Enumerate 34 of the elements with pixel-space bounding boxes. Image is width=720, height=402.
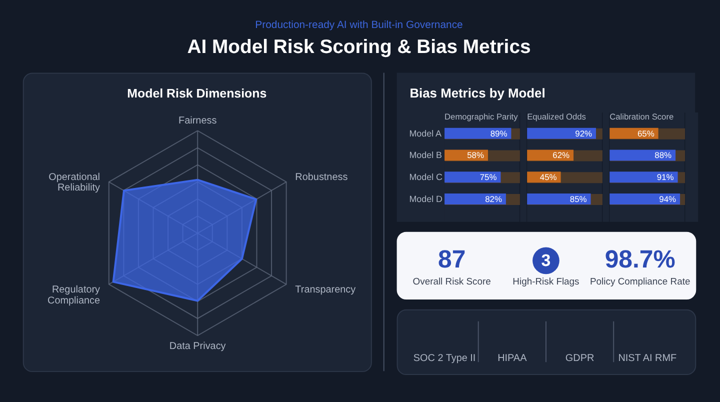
chart-title: Model Risk Dimensions: [127, 86, 267, 101]
y-tick-label: Model D: [409, 194, 444, 204]
text: Bias Metrics by Model: [410, 86, 546, 101]
data-label: 91%: [656, 172, 674, 182]
chart-title: Calibration Score: [610, 111, 674, 122]
y-tick-label: Model C: [409, 172, 444, 182]
data-label: 98.7%: [604, 246, 676, 274]
data-label: 87: [438, 246, 466, 274]
data-label: 75%: [480, 172, 498, 182]
spoke-label: Regulatory Compliance: [48, 284, 100, 306]
data-label: 88%: [654, 150, 672, 160]
chart-title: Demographic Parity: [444, 111, 519, 122]
data-label: 65%: [637, 128, 655, 138]
category-label: High-Risk Flags: [512, 276, 580, 288]
spoke-label: Fairness: [178, 115, 217, 126]
data-label: 82%: [485, 194, 502, 204]
category-label: Policy Compliance Rate: [590, 276, 690, 288]
data-label: 89%: [490, 128, 508, 138]
category-label: NIST AI RMF: [618, 353, 677, 364]
category-label: Overall Risk Score: [412, 276, 491, 288]
spoke-label: Robustness: [295, 172, 348, 183]
data-label: 94%: [659, 194, 677, 204]
text: AI Model Risk Scoring & Bias Metrics: [187, 36, 531, 58]
spoke-label: Data Privacy: [169, 340, 226, 352]
y-tick-label: Model B: [409, 150, 442, 160]
spoke-label: Operational Reliability: [48, 172, 100, 194]
spoke-label: Transparency: [295, 284, 356, 296]
category-label: HIPAA: [498, 353, 528, 364]
text: Production-ready AI with Built-in Governance: [255, 20, 464, 31]
data-label: 3: [541, 251, 551, 270]
category-label: SOC 2 Type II: [413, 353, 476, 364]
category-label: GDPR: [565, 353, 594, 364]
data-label: 58%: [467, 150, 484, 160]
y-tick-label: Model A: [409, 128, 442, 138]
